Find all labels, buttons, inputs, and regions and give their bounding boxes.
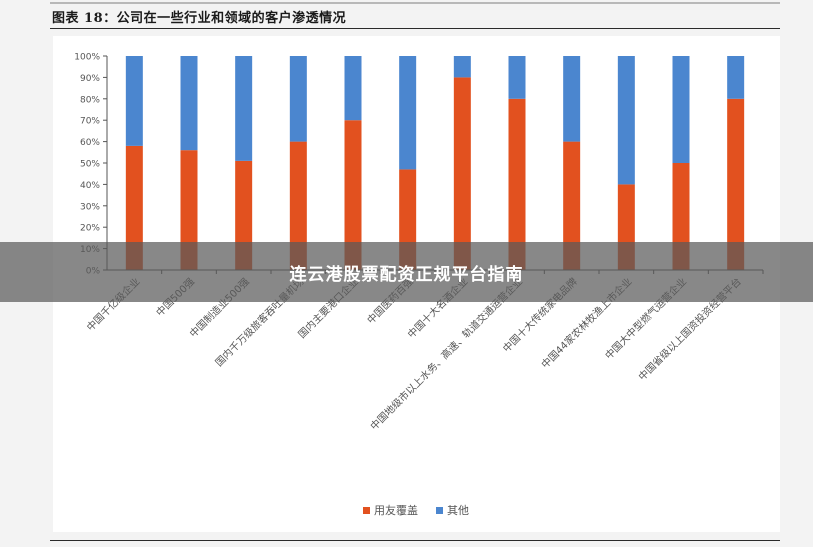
bar-other-2 (180, 56, 198, 151)
title-rule (50, 28, 780, 29)
bar-other-5 (344, 56, 362, 121)
bar-user-coverage-12 (727, 98, 745, 270)
bar-other-12 (727, 56, 745, 99)
bar-other-11 (672, 56, 690, 163)
legend-swatch-other (436, 507, 443, 514)
y-tick-label: 60% (80, 138, 100, 148)
bar-user-coverage-7 (453, 77, 471, 271)
bar-user-coverage-9 (563, 141, 581, 270)
bar-other-7 (453, 56, 471, 78)
legend-swatch-user-coverage (363, 507, 370, 514)
bar-other-6 (399, 56, 417, 170)
y-tick-label: 20% (80, 224, 100, 234)
bar-other-1 (125, 56, 143, 146)
bar-other-9 (563, 56, 581, 142)
y-tick-label: 100% (74, 53, 100, 63)
document-top-rule (50, 2, 780, 4)
legend: 用友覆盖 其他 (363, 503, 469, 517)
bar-other-4 (289, 56, 307, 142)
banner-text[interactable]: 连云港股票配资正规平台指南 (289, 264, 524, 285)
y-tick-label: 30% (80, 202, 100, 212)
y-tick-label: 80% (80, 95, 100, 105)
y-tick-label: 90% (80, 74, 100, 84)
legend-label-user-coverage: 用友覆盖 (374, 503, 418, 517)
bars (125, 56, 745, 271)
bar-user-coverage-1 (125, 145, 143, 270)
legend-label-other: 其他 (447, 504, 469, 517)
bar-user-coverage-8 (508, 98, 526, 270)
bottom-rule (50, 540, 780, 541)
overlay-banner[interactable]: 连云港股票配资正规平台指南 (0, 242, 813, 302)
y-tick-label: 50% (80, 160, 100, 170)
figure-title: 图表 18：公司在一些行业和领域的客户渗透情况 (52, 11, 347, 26)
bar-other-3 (235, 56, 253, 161)
bar-user-coverage-2 (180, 150, 198, 270)
y-tick-label: 70% (80, 117, 100, 127)
bar-user-coverage-4 (289, 141, 307, 270)
bar-other-8 (508, 56, 526, 99)
y-tick-label: 40% (80, 181, 100, 191)
bar-user-coverage-5 (344, 120, 362, 270)
bar-other-10 (617, 56, 635, 185)
